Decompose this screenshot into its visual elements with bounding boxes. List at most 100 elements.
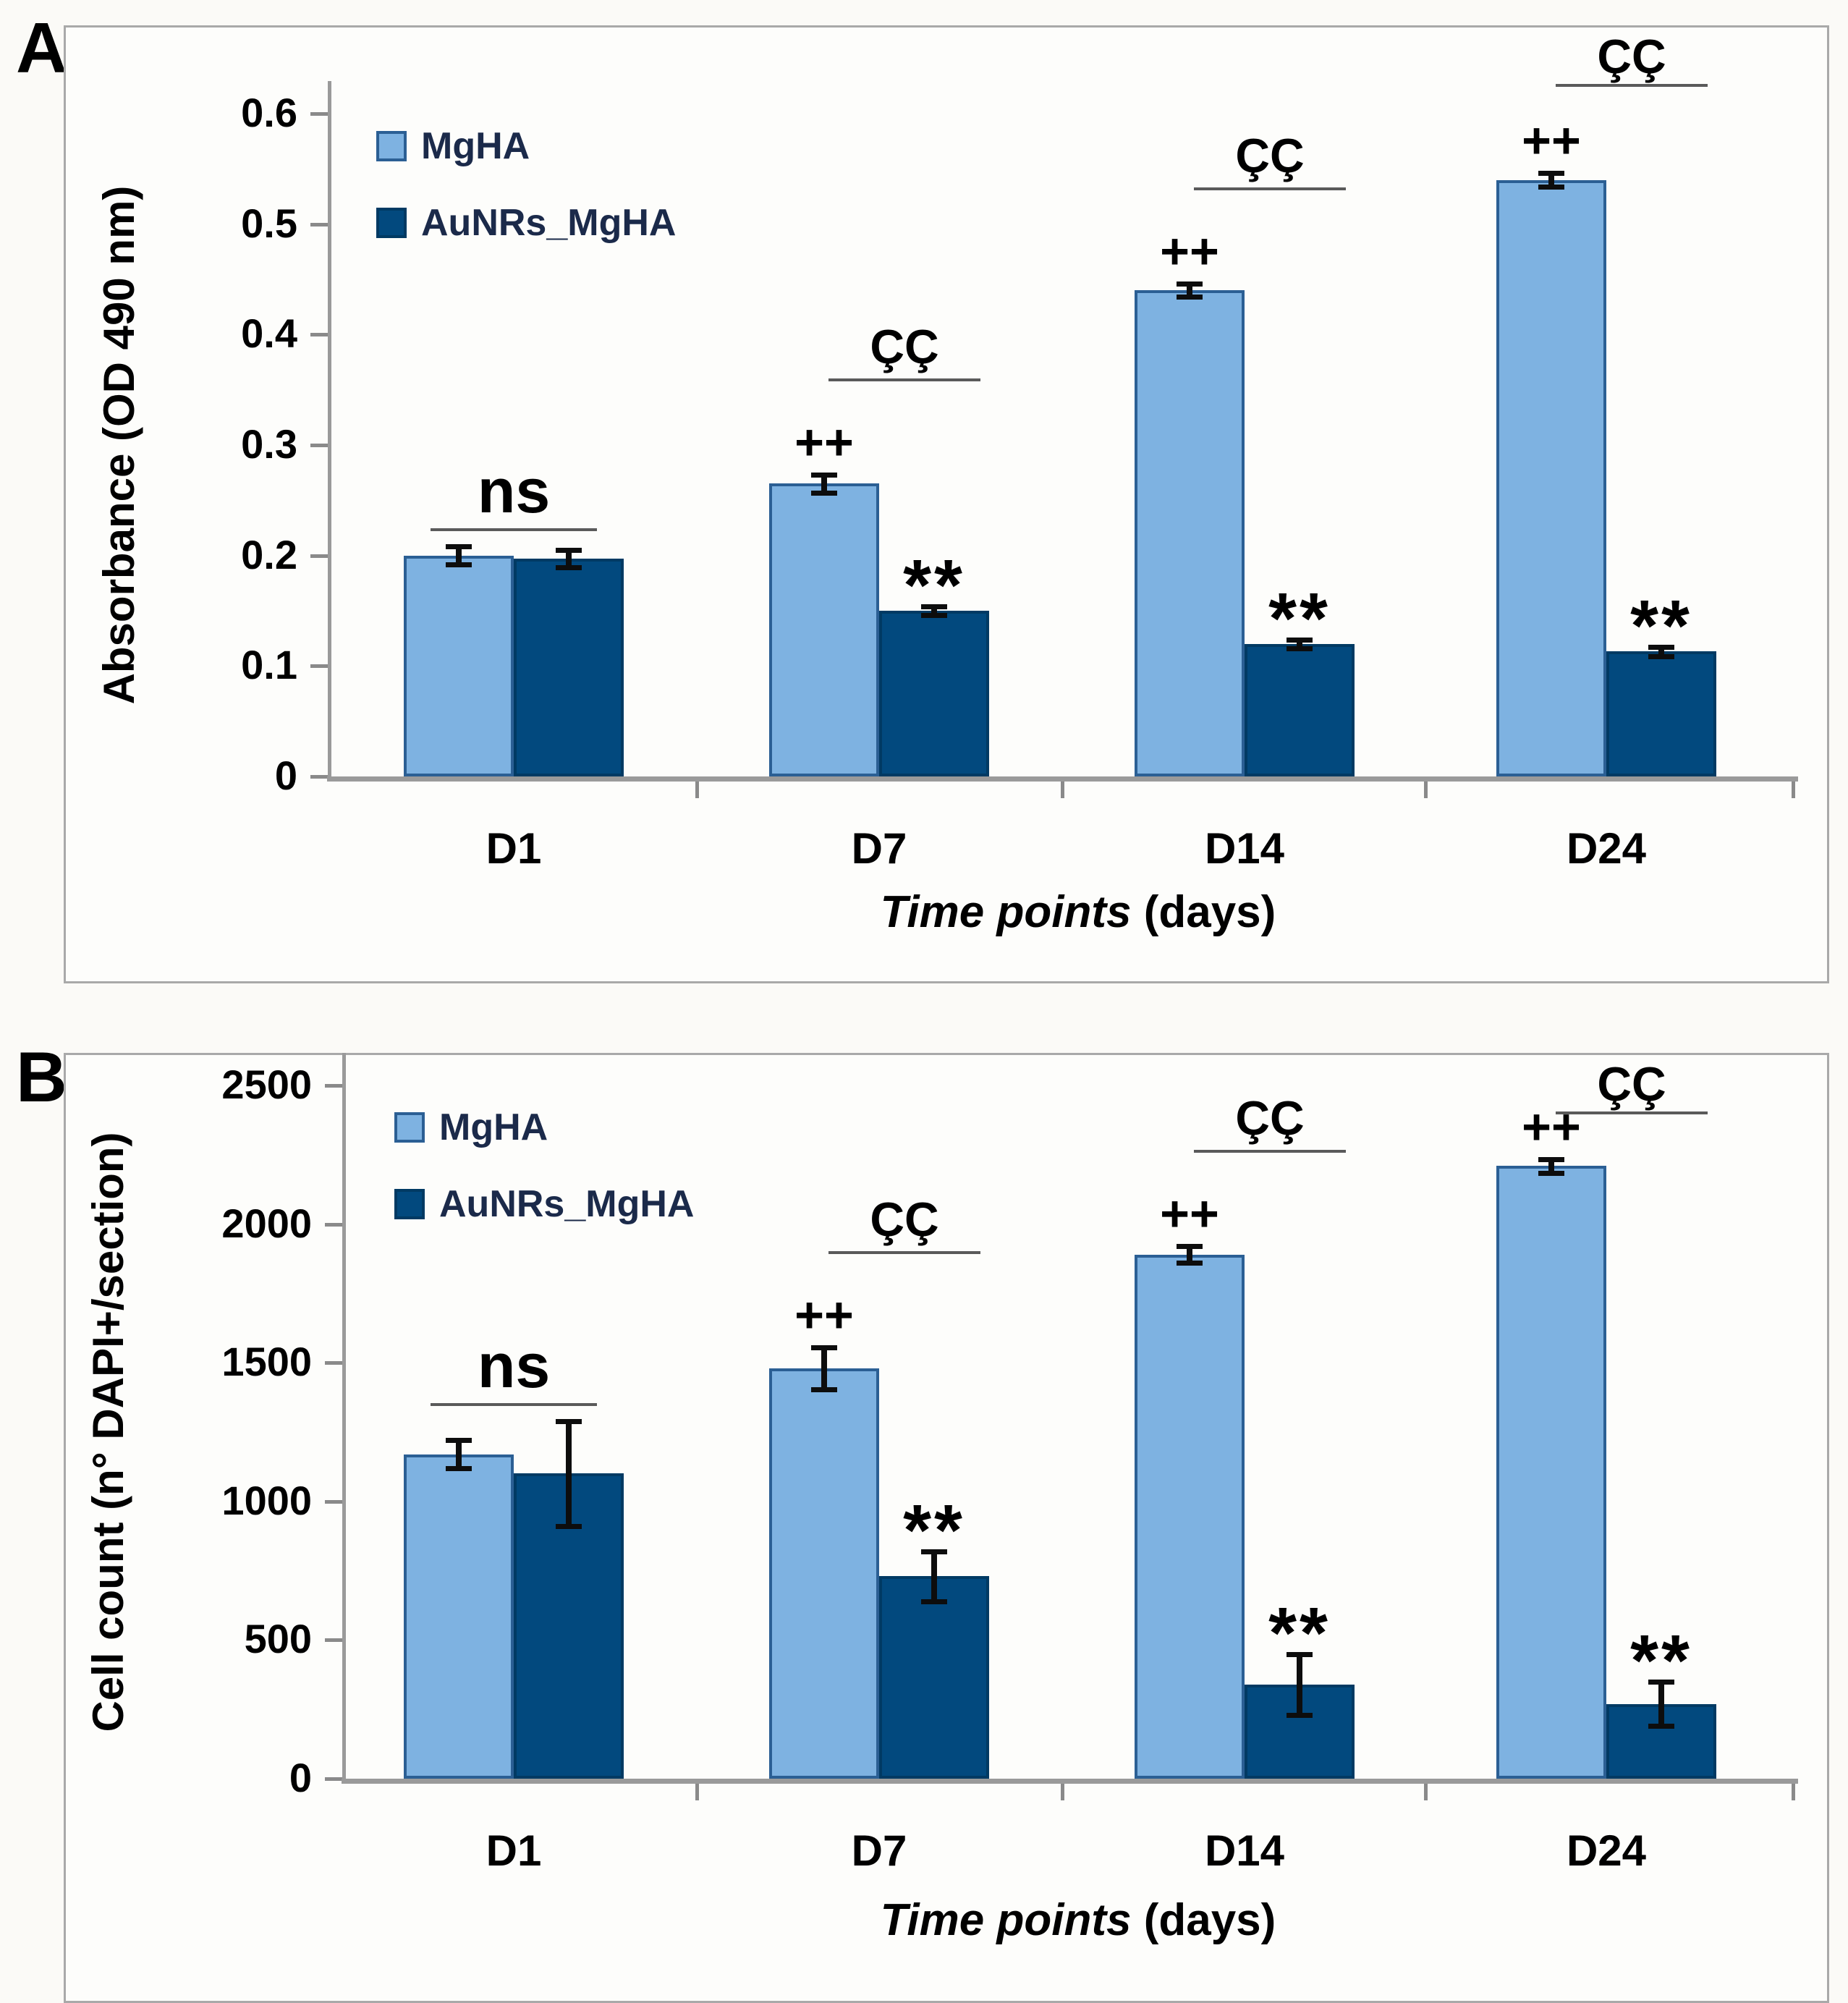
chart-a-error-bar-cap — [446, 562, 472, 567]
chart-b-y-tick — [325, 1222, 344, 1227]
chart-b-legend-item-aunrs: AuNRs_MgHA — [394, 1182, 694, 1226]
chart-a-plus-plus-annotation: ++ — [1522, 112, 1581, 169]
chart-b-bar-d14-mgha — [1135, 1254, 1245, 1779]
chart-a-error-bar-line — [821, 475, 827, 493]
panel-b-label: B — [16, 1037, 67, 1117]
chart-b-plus-plus-annotation: ++ — [1160, 1185, 1219, 1242]
chart-a-x-tick-label-d7: D7 — [851, 824, 907, 873]
chart-a-error-bar-cap — [921, 604, 947, 609]
chart-b-cc-line — [828, 1251, 980, 1255]
chart-a-legend-item-aunrs: AuNRs_MgHA — [376, 201, 676, 245]
chart-a-error-bar-line — [1297, 639, 1302, 648]
chart-b-error-bar-cap — [446, 1438, 472, 1444]
chart-a-error-bar-line — [1548, 173, 1554, 187]
chart-a-y-tick-label: 0.5 — [241, 200, 297, 246]
chart-b-error-bar-line — [1658, 1681, 1664, 1727]
chart-b-plus-plus-annotation: ++ — [794, 1287, 854, 1344]
mgha-swatch-icon — [376, 131, 407, 161]
chart-b-error-bar-line — [1548, 1159, 1554, 1173]
chart-b-y-axis-line — [342, 1053, 346, 1779]
chart-b-y-tick-label: 2500 — [221, 1062, 312, 1107]
chart-b-x-axis-title-italic: Time points — [880, 1895, 1132, 1945]
chart-b-y-tick — [325, 1361, 344, 1365]
chart-a-bar-d24-aunrs — [1606, 651, 1716, 776]
chart-b-ns-annotation: ns — [477, 1331, 551, 1401]
chart-b-bar-d1-mgha — [404, 1454, 514, 1779]
chart-a-y-tick-label: 0.4 — [241, 310, 297, 357]
chart-b-cc-annotation: ÇÇ — [870, 1193, 939, 1247]
chart-a-y-tick — [310, 444, 329, 447]
chart-a-bar-d1-aunrs — [514, 559, 624, 776]
chart-b-error-bar-cap — [556, 1418, 582, 1424]
chart-a-cc-annotation: ÇÇ — [870, 320, 939, 374]
chart-a-error-bar-line — [1187, 284, 1192, 297]
chart-b-error-bar-cap — [811, 1345, 837, 1351]
chart-a-y-tick — [310, 222, 329, 226]
chart-b-error-bar-cap — [446, 1465, 472, 1471]
chart-b-error-bar-cap — [811, 1386, 837, 1392]
panel-a-label: A — [16, 8, 67, 88]
chart-a-x-axis-title-italic: Time points — [880, 887, 1132, 937]
chart-a-y-tick-label: 0.2 — [241, 531, 297, 577]
chart-a-cc-line — [828, 378, 980, 382]
chart-a-y-tick-label: 0.3 — [241, 421, 297, 467]
chart-a-error-bar-cap — [1177, 281, 1203, 287]
chart-b-y-tick-label: 500 — [244, 1616, 312, 1662]
chart-b-cc-line — [1194, 1150, 1346, 1153]
chart-b-star-annotation: ** — [903, 1489, 965, 1571]
chart-b-cc-line — [1556, 1111, 1708, 1114]
chart-b-x-axis-title: Time points (days) — [753, 1894, 1404, 1946]
chart-a-error-bar-cap — [811, 490, 837, 496]
chart-a-error-bar-line — [931, 606, 937, 616]
chart-b-y-tick — [325, 1084, 344, 1088]
chart-b-error-bar-cap — [1648, 1724, 1674, 1729]
chart-a-y-tick — [310, 664, 329, 669]
chart-b-error-bar-cap — [1177, 1261, 1203, 1266]
chart-a-error-bar-cap — [1648, 645, 1674, 651]
chart-b-y-tick-label: 1000 — [221, 1477, 312, 1523]
chart-b-x-axis-title-units: (days) — [1131, 1895, 1276, 1945]
chart-a-error-bar-line — [1658, 647, 1664, 656]
chart-b-cc-annotation: ÇÇ — [1597, 1057, 1666, 1111]
chart-a-bar-d24-mgha — [1496, 179, 1606, 776]
chart-a-x-axis-title-units: (days) — [1131, 887, 1276, 937]
chart-a-legend-item-mgha: MgHA — [376, 124, 530, 168]
chart-b-error-bar-line — [1297, 1653, 1302, 1715]
chart-b-error-bar-cap — [1287, 1712, 1313, 1718]
chart-a-ns-annotation: ns — [477, 457, 551, 527]
chart-b-x-tick — [1424, 1779, 1428, 1800]
chart-a-x-tick-label-d24: D24 — [1566, 824, 1647, 873]
chart-a-x-tick-label-d1: D1 — [486, 824, 542, 873]
chart-a-error-bar-cap — [446, 544, 472, 550]
chart-b-error-bar-cap — [1538, 1156, 1564, 1162]
chart-b-bar-d24-mgha — [1496, 1166, 1606, 1779]
chart-a-error-bar-cap — [556, 565, 582, 571]
chart-a-legend-label-aunrs: AuNRs_MgHA — [421, 202, 677, 244]
chart-a-x-tick-label-d14: D14 — [1204, 824, 1285, 873]
chart-b-y-tick — [325, 1777, 344, 1781]
chart-a-legend-label-mgha: MgHA — [421, 125, 530, 167]
chart-a-x-tick — [695, 776, 699, 798]
chart-a-bar-d14-mgha — [1135, 290, 1245, 776]
chart-b-error-bar-cap — [921, 1549, 947, 1554]
aunrs-mgha-swatch-icon — [376, 208, 407, 238]
chart-a-plus-plus-annotation: ++ — [794, 414, 854, 471]
chart-b-cc-annotation: ÇÇ — [1235, 1091, 1305, 1146]
chart-a-y-tick-label: 0 — [274, 753, 297, 798]
chart-a-x-tick — [1792, 776, 1795, 798]
chart-a-x-tick — [1424, 776, 1428, 798]
chart-b-legend-label-aunrs: AuNRs_MgHA — [439, 1183, 695, 1225]
chart-a-ns-line — [431, 528, 597, 532]
chart-a-error-bar-line — [456, 546, 462, 564]
chart-b-x-tick-label-d7: D7 — [851, 1826, 907, 1875]
chart-a-plus-plus-annotation: ++ — [1160, 223, 1219, 280]
chart-b-error-bar-line — [821, 1347, 827, 1389]
chart-a-cc-annotation: ÇÇ — [1235, 129, 1305, 183]
chart-a-x-axis-title: Time points (days) — [753, 886, 1404, 938]
chart-b-legend-label-mgha: MgHA — [439, 1106, 548, 1148]
chart-b-plus-plus-annotation: ++ — [1522, 1098, 1581, 1155]
chart-a-error-bar-cap — [1538, 171, 1564, 177]
chart-a-error-bar-cap — [1648, 653, 1674, 659]
chart-a-y-axis-line — [328, 81, 331, 776]
